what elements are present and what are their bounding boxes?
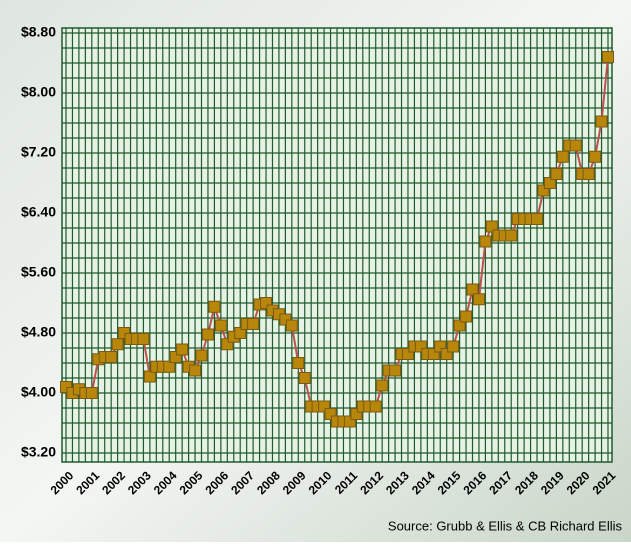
marker (460, 310, 473, 323)
marker (376, 379, 389, 392)
marker (434, 340, 447, 353)
marker (505, 229, 518, 242)
marker (556, 150, 569, 163)
marker (602, 51, 614, 63)
marker (176, 343, 189, 356)
marker (137, 333, 150, 345)
y-tick-label: $3.20 (21, 444, 56, 460)
marker (285, 319, 298, 332)
marker (589, 150, 602, 163)
marker (569, 139, 582, 152)
marker (292, 357, 305, 369)
marker (318, 400, 331, 413)
marker (201, 328, 214, 341)
marker (531, 213, 544, 225)
marker (427, 348, 440, 360)
marker (163, 360, 176, 373)
marker (343, 415, 356, 428)
marker (466, 283, 479, 296)
y-tick-label: $8.00 (21, 84, 56, 100)
marker (479, 235, 492, 248)
y-tick-label: $4.80 (21, 324, 56, 340)
marker (247, 318, 260, 330)
marker (369, 400, 382, 413)
y-tick-label: $4.00 (21, 384, 56, 400)
y-tick-label: $7.20 (21, 144, 56, 160)
marker (189, 364, 202, 377)
marker (260, 297, 273, 309)
marker (208, 300, 221, 313)
marker (543, 177, 556, 189)
marker (350, 408, 363, 420)
marker (447, 340, 460, 353)
marker (169, 351, 182, 363)
marker (111, 338, 124, 351)
marker (389, 364, 402, 377)
marker (195, 349, 208, 362)
y-tick-label: $8.80 (21, 24, 56, 40)
marker (595, 115, 608, 128)
marker (537, 184, 550, 197)
marker (105, 351, 118, 363)
marker (401, 348, 414, 360)
source: Source: Grubb & Ellis & CB Richard Ellis (388, 518, 623, 533)
y-tick-label: $6.40 (21, 204, 56, 220)
marker (414, 340, 427, 353)
marker (85, 387, 98, 399)
marker (298, 372, 311, 384)
y-tick-label: $5.60 (21, 264, 56, 280)
marker (582, 168, 595, 180)
marker (453, 319, 466, 332)
marker (143, 370, 156, 383)
marker (234, 327, 247, 339)
marker (214, 319, 227, 332)
marker (221, 338, 234, 351)
marker (324, 408, 337, 420)
marker (485, 220, 498, 233)
marker (472, 293, 485, 306)
marker (440, 348, 453, 360)
marker (550, 168, 563, 180)
